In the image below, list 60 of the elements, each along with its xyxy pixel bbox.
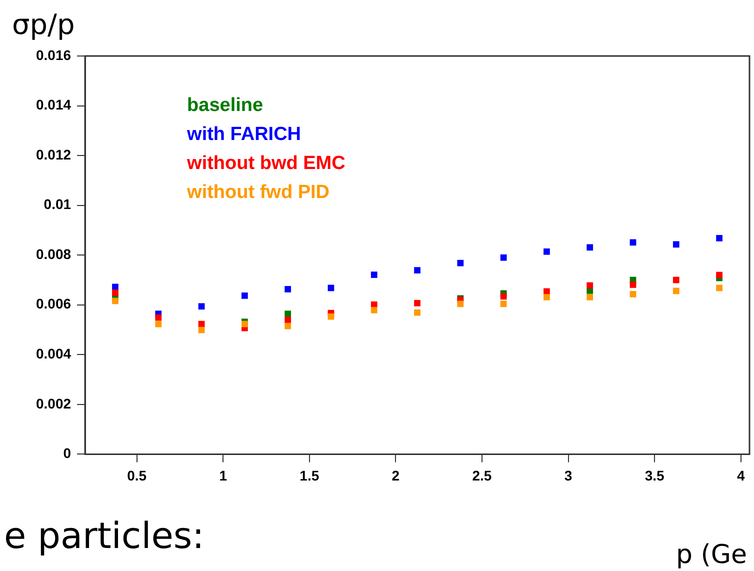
y-tick-label: 0.002 (36, 395, 72, 412)
point (414, 309, 420, 316)
point (457, 300, 464, 308)
text: e particles: (4, 516, 204, 557)
point (155, 320, 162, 328)
y-tick-label: 0.004 (36, 346, 72, 362)
point (241, 292, 248, 299)
x-tick-label: 1.5 (300, 467, 320, 484)
point (630, 282, 636, 288)
x-tick-label: 3 (564, 467, 572, 484)
x-tick-label: 3.5 (644, 467, 665, 484)
point (544, 248, 550, 255)
point (414, 300, 420, 306)
point (370, 306, 378, 314)
point (672, 276, 680, 284)
x-axis-title: p (Ge (676, 540, 748, 570)
point (328, 313, 334, 320)
y-tick-label: 0.014 (36, 96, 72, 113)
x-tick-label: 2.5 (472, 467, 492, 484)
point (112, 290, 118, 296)
point (198, 303, 205, 310)
point (241, 320, 248, 328)
text: with FARICH (186, 124, 302, 146)
point (630, 290, 636, 298)
point (284, 322, 292, 330)
point (586, 294, 594, 300)
point (500, 254, 507, 261)
point (370, 272, 378, 278)
point (544, 294, 550, 300)
text: without fwd PID (186, 182, 330, 204)
y-tick-label: 0.008 (36, 246, 72, 262)
y-tick-label: 0.006 (36, 296, 72, 312)
x-tick-label: 2 (392, 467, 400, 484)
point (155, 314, 162, 321)
x-tick-label: 4 (736, 467, 745, 484)
point (672, 288, 680, 294)
y-tick-label: 0.012 (36, 146, 72, 162)
point (630, 239, 636, 246)
point (284, 310, 292, 318)
point (716, 284, 722, 292)
point (284, 286, 292, 292)
x-tick-label: 0.5 (127, 467, 147, 484)
point (112, 298, 118, 304)
x-tick-label: 1 (219, 467, 228, 484)
point (672, 241, 680, 248)
y-axis-title: σp/p (12, 8, 75, 41)
point (716, 272, 722, 278)
point (586, 244, 594, 251)
point (586, 282, 594, 289)
point (457, 260, 464, 266)
point (500, 293, 507, 300)
text: baseline (187, 95, 264, 116)
y-tick-label: 0.016 (36, 46, 72, 63)
text: without bwd EMC (186, 153, 346, 174)
y-tick-label: 0.01 (44, 196, 72, 212)
point (500, 300, 507, 308)
y-tick-label: 0 (63, 445, 72, 462)
point (414, 267, 420, 274)
point (284, 316, 292, 323)
point (716, 234, 722, 242)
